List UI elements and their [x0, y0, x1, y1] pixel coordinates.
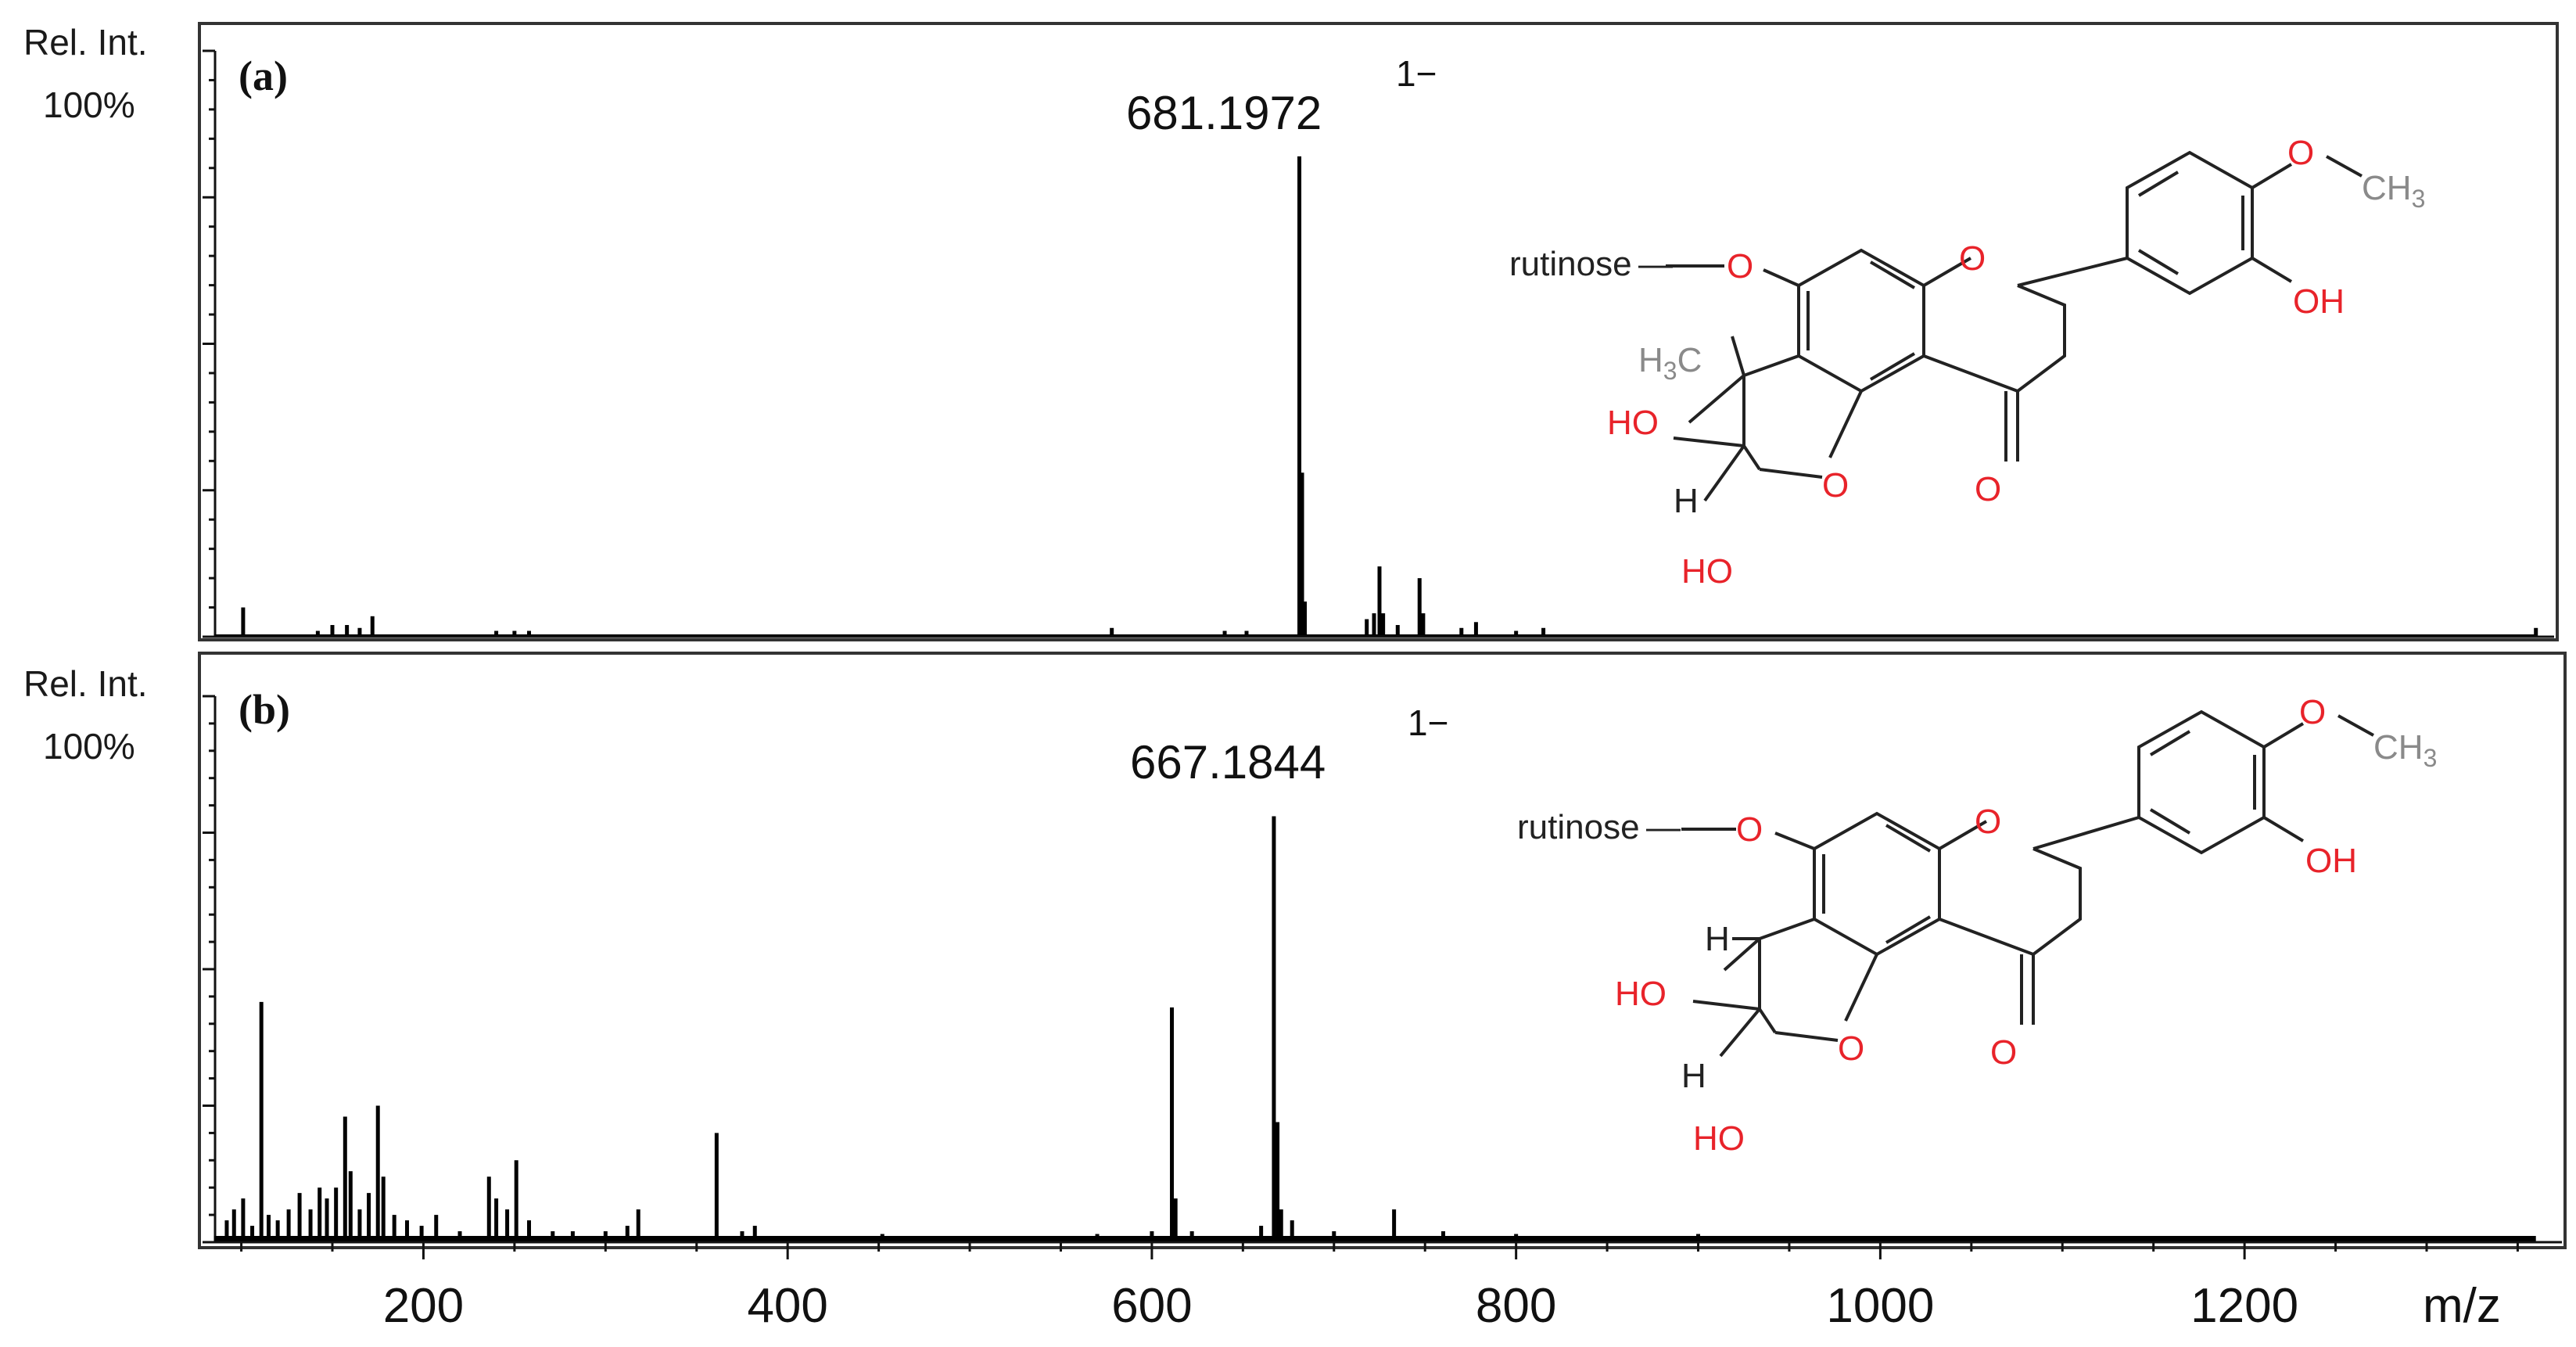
- panel-a-methoxy-ch: CH3: [2362, 169, 2425, 213]
- x-tick-label: 400: [747, 1279, 827, 1333]
- panel-a-frame: [198, 22, 2559, 641]
- panel-b-peak-label: 667.1844: [1130, 736, 1326, 788]
- panel-b-atom-h1: H: [1705, 920, 1730, 958]
- panel-b-tag: (b): [239, 686, 290, 733]
- panel-b-structure: [1681, 709, 2374, 1058]
- panel-a-charge-label: 1−: [1396, 53, 1437, 94]
- panel-a-atom-oh: OH: [2293, 282, 2345, 321]
- panel-b-atom-o1: O: [1736, 810, 1763, 849]
- panel-a-atom-o4: O: [1822, 466, 1849, 505]
- panel-b-methoxy-ch: CH3: [2373, 728, 2437, 772]
- panel-b-atom-h2: H: [1681, 1057, 1706, 1095]
- x-axis-label: m/z: [2423, 1279, 2501, 1333]
- panel-a-ylabel-line1: Rel. Int.: [23, 22, 148, 63]
- baseline-noise: [213, 1236, 2536, 1242]
- panel-b-spectrum: Rel. Int. 100% (b) 667.1844 1−: [23, 652, 2567, 1249]
- panel-a-structure: [1666, 150, 2363, 502]
- panel-a-peaks: [213, 156, 2538, 637]
- panel-a-rutinose-dash: —: [1638, 245, 1673, 283]
- panel-a-peak-label: 681.1972: [1126, 87, 1322, 139]
- panel-a-atom-o1: O: [1727, 247, 1753, 286]
- x-tick-label: 200: [383, 1279, 464, 1333]
- panel-b-rutinose-label: rutinose: [1517, 808, 1640, 846]
- panel-a-spectrum: Rel. Int. 100% (a) 681.1972 1−: [23, 22, 2559, 641]
- panel-a-ring-methyl: H3C: [1638, 341, 1702, 385]
- panel-a-atom-o2: O: [1959, 239, 1986, 278]
- panel-b-atom-o2: O: [1975, 803, 2001, 841]
- panel-a-atom-ho1: HO: [1607, 404, 1659, 442]
- panel-b-y-ticks: [203, 695, 217, 1244]
- panel-a-ylabel-line2: 100%: [43, 84, 135, 125]
- panel-a-atom-o3: O: [1975, 470, 2001, 508]
- panel-a-rutinose-label: rutinose: [1509, 245, 1632, 283]
- panel-a-y-ticks: [203, 49, 217, 638]
- panel-a-tag: (a): [239, 52, 288, 99]
- panel-b-atom-oh: OH: [2305, 842, 2357, 880]
- x-axis: 200 400 600 800 1000 1200: [240, 1242, 2519, 1333]
- panel-b-ylabel-line1: Rel. Int.: [23, 663, 148, 704]
- panel-b-atom-o-methoxy: O: [2299, 693, 2326, 731]
- x-tick-label: 800: [1476, 1279, 1556, 1333]
- panel-a-atom-h: H: [1674, 482, 1699, 520]
- panel-b-atom-o3: O: [1990, 1033, 2017, 1072]
- x-tick-label: 600: [1111, 1279, 1192, 1333]
- panel-b-atom-o4: O: [1838, 1029, 1864, 1068]
- panel-b-atom-ho1: HO: [1615, 975, 1667, 1013]
- x-tick-label: 1000: [1826, 1279, 1934, 1333]
- panel-b-charge-label: 1−: [1408, 702, 1448, 743]
- panel-a-atom-o-methoxy: O: [2287, 134, 2314, 172]
- panel-a-atom-ho2: HO: [1681, 552, 1733, 591]
- panel-b-rutinose-dash: —: [1646, 808, 1681, 846]
- panel-b-frame: [198, 652, 2567, 1249]
- x-tick-label: 1200: [2190, 1279, 2298, 1333]
- panel-b-atom-ho2: HO: [1693, 1119, 1745, 1158]
- panel-b-peaks: [213, 816, 2536, 1242]
- panel-b-ylabel-line2: 100%: [43, 726, 135, 767]
